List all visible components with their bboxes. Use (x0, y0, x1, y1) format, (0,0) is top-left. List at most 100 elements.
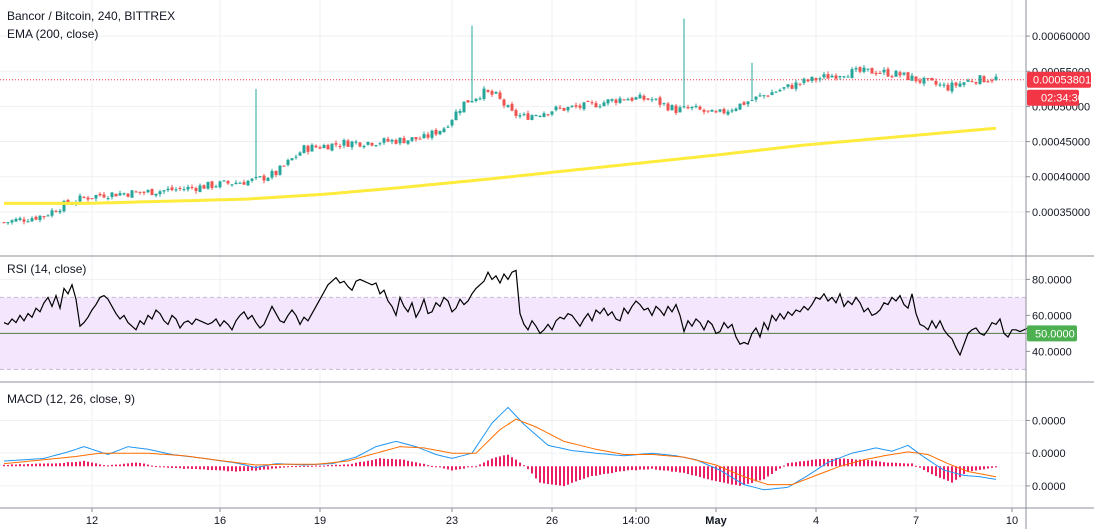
candle (226, 181, 230, 184)
candle (182, 189, 186, 191)
rsi-value-tag-text: 50.0000 (1035, 328, 1075, 340)
macd-hist-bar (907, 463, 909, 467)
macd-hist-bar (423, 463, 425, 467)
candle (286, 159, 290, 166)
candle (574, 105, 578, 107)
candle (618, 98, 622, 103)
macd-hist-bar (215, 466, 217, 471)
candle (894, 70, 898, 77)
candle (634, 97, 638, 100)
macd-hist-bar (791, 462, 793, 467)
candle (814, 78, 818, 81)
macd-hist-bar (31, 463, 33, 467)
candle (482, 88, 486, 99)
candle (562, 107, 566, 111)
time-tick-label: 19 (314, 515, 326, 527)
macd-hist-bar (559, 466, 561, 486)
macd-hist-bar (607, 466, 609, 474)
macd-hist-bar (879, 461, 881, 467)
candle (666, 103, 670, 111)
macd-hist-bar (171, 466, 173, 468)
macd-hist-bar (895, 462, 897, 467)
macd-hist-bar (75, 461, 77, 467)
candle (330, 143, 334, 151)
candle (918, 80, 922, 83)
candle (58, 210, 62, 213)
macd-hist-bar (931, 466, 933, 475)
candle (790, 84, 794, 89)
macd-hist-bar (115, 464, 117, 467)
macd-hist-bar (519, 462, 521, 467)
candle (190, 187, 194, 189)
candle (10, 220, 14, 223)
macd-hist-bar (315, 465, 317, 467)
macd-hist-bar (871, 460, 873, 467)
macd-hist-bar (543, 466, 545, 484)
candle (922, 77, 926, 84)
candle (438, 130, 442, 135)
rsi-legend[interactable]: RSI (14, close) (7, 262, 86, 276)
candle (602, 102, 606, 107)
candle (726, 111, 730, 115)
macd-hist-bar (511, 457, 513, 467)
candle (750, 100, 754, 102)
candle (258, 176, 262, 178)
candle (342, 140, 346, 146)
macd-hist-bar (591, 466, 593, 476)
macd-hist-bar (159, 466, 161, 468)
candle (866, 68, 870, 70)
macd-hist-bar (643, 466, 645, 470)
price-tick-label: 0.00045000 (1032, 137, 1090, 149)
time-tick-label: 14:00 (622, 515, 650, 527)
last-price-tag-text: 0.00053801 (1033, 75, 1091, 87)
macd-hist-bar (803, 461, 805, 467)
candle (390, 139, 394, 142)
candle (966, 80, 970, 82)
candle (658, 97, 662, 105)
candle (266, 177, 270, 181)
time-axis[interactable]: 12 16 19 23 26 14:00 May 4 7 10 (86, 508, 1018, 527)
rsi-tick-label: 40.0000 (1032, 346, 1072, 358)
macd-hist-bar (927, 466, 929, 473)
macd-hist-bar (107, 465, 109, 467)
candle (310, 144, 314, 152)
candle (222, 180, 226, 182)
macd-line (3, 406, 997, 491)
candle (254, 176, 258, 178)
candle (882, 69, 886, 73)
macd-hist-bar (307, 465, 309, 467)
macd-hist-bar (767, 466, 769, 477)
ema-legend[interactable]: EMA (200, close) (7, 27, 98, 41)
candle (830, 75, 834, 78)
candle (138, 191, 142, 193)
candle (78, 195, 82, 202)
candle (522, 114, 526, 116)
candle (642, 95, 646, 100)
macd-hist-bar (27, 463, 29, 467)
macd-legend[interactable]: MACD (12, 26, close, 9) (7, 392, 135, 406)
macd-hist-bar (663, 466, 665, 471)
macd-hist-bar (371, 460, 373, 467)
candle (118, 193, 122, 196)
macd-hist-bar (775, 466, 777, 471)
macd-hist-bar (311, 465, 313, 467)
candle (398, 137, 402, 144)
macd-hist-bar (799, 461, 801, 467)
chart-title[interactable]: Bancor / Bitcoin, 240, BITTREX (7, 9, 175, 23)
macd-hist-bar (127, 463, 129, 467)
macd-hist-bar (367, 460, 369, 467)
macd-hist-bar (195, 466, 197, 469)
candle (218, 181, 222, 188)
macd-hist-bar (743, 466, 745, 485)
candle (146, 189, 150, 193)
macd-hist-bar (647, 466, 649, 470)
candle (242, 182, 246, 185)
candle (962, 82, 966, 85)
candle (854, 68, 858, 70)
macd-hist-bar (287, 466, 289, 468)
candle (718, 109, 722, 112)
candle (446, 126, 450, 128)
candle (50, 210, 54, 216)
candle (594, 103, 598, 108)
